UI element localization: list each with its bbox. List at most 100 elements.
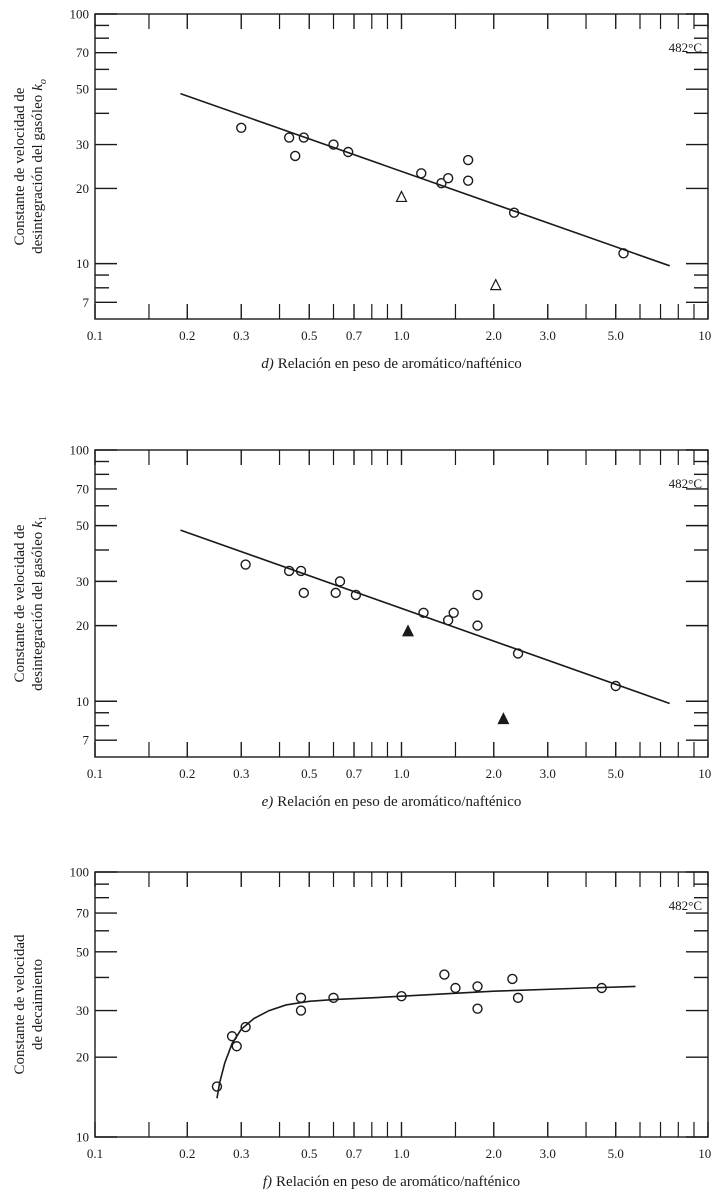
temperature-annotation: 482°C [669,40,702,55]
x-tick-label: 2.0 [486,328,502,343]
x-tick-label: 100 [698,1146,711,1161]
x-tick-label: 1.0 [393,766,409,781]
y-tick-label: 50 [76,944,89,959]
rate-constant-symbol: k [30,84,46,91]
rate-constant-symbol: k [30,521,46,528]
x-tick-label: 100 [698,766,711,781]
panel-letter: e) [262,794,274,810]
x-tick-label: 1.0 [393,328,409,343]
temperature-annotation: 482°C [669,898,702,913]
data-point-circle [290,150,301,162]
y-tick-label: 20 [76,181,89,196]
x-tick-label: 0.5 [301,328,317,343]
x-tick-label: 0.5 [301,1146,317,1161]
data-point-circle [472,620,483,631]
data-point-circle [334,576,346,587]
y-tick-label: 10 [76,256,89,271]
panel-letter: d) [261,356,274,372]
x-tick-label: 3.0 [540,328,556,343]
chart-panel-2: 0.1 0.2 0.3 0.5 0.7 1.0 2.0 3.0 5.0 100 10 20 30 50 70… [12,865,711,1191]
chart-panel-1: 0.1 0.2 0.3 0.5 0.7 1.0 2.0 3.0 5.0 100 7 10 20 30 50 7… [12,443,711,811]
y-axis-label-line1: Constante de velocidad [12,934,28,1074]
y-axis-label-line2: desintegración del gasóleo k1 [30,516,49,691]
data-point-circle [330,587,341,599]
panel-letter: f) [263,1174,272,1190]
data-point-circle [448,607,459,618]
x-tick-label: 0.2 [179,328,195,343]
data-point-circle [462,154,474,166]
x-tick-label: 0.1 [87,328,103,343]
data-point-circle [236,122,247,134]
y-axis-label-line2: de decaimiento [30,959,46,1050]
y-tick-label: 20 [76,618,89,633]
x-tick-label: 0.3 [233,766,249,781]
x-tick-label: 0.5 [301,766,317,781]
data-point-circle [295,1005,307,1016]
data-point-circle [472,981,483,992]
y-tick-label: 20 [76,1050,89,1065]
data-point-circle [295,992,307,1004]
data-point-circle [231,1041,242,1052]
x-tick-label: 5.0 [608,1146,624,1161]
x-tick-label: 100 [698,328,711,343]
x-tick-label: 0.2 [179,1146,195,1161]
y-tick-label: 100 [70,865,90,880]
fit-line [180,92,670,267]
y-tick-label: 10 [76,694,89,709]
x-tick-label: 0.1 [87,766,103,781]
data-point-triangle [395,190,408,203]
x-tick-label: 3.0 [540,1146,556,1161]
y-tick-label: 30 [76,137,89,152]
y-tick-label: 70 [76,906,89,921]
y-axis-label: Constante de velocidad de desintegración … [12,516,49,691]
y-tick-label: 30 [76,574,89,589]
data-point-circle [298,587,310,599]
chart-panel-0: 0.1 0.2 0.3 0.5 0.7 1.0 2.0 3.0 5.0 100 7 10 20 30 50 7… [12,7,711,373]
y-axis-label: Constante de velocidad de decaimiento [12,934,46,1074]
y-axis-label-line2: desintegración del gasóleo ko [30,79,49,254]
x-tick-label: 3.0 [540,766,556,781]
y-axis-label-line2-text: desintegración del gasóleo [30,532,46,691]
x-axis-label-text: Relación en peso de aromático/nafténico [276,1174,520,1190]
plot-frame [94,449,709,758]
x-tick-label: 0.3 [233,328,249,343]
x-tick-label: 2.0 [486,1146,502,1161]
x-tick-label: 5.0 [608,766,624,781]
data-point-triangle [489,278,502,291]
fit-line [180,529,670,705]
data-point-circle [507,973,518,985]
y-axis-label: Constante de velocidad de desintegración … [12,79,49,254]
x-tick-label: 0.7 [346,328,363,343]
plot-frame [94,13,709,320]
data-point-circle [462,175,474,186]
y-tick-label: 50 [76,518,89,533]
x-tick-label: 2.0 [486,766,502,781]
data-point-triangle [402,624,414,637]
y-tick-label: 100 [70,7,90,22]
data-point-circle [240,559,251,570]
y-tick-label: 70 [76,481,89,496]
temperature-annotation: 482°C [669,476,702,491]
data-point-circle [472,589,483,601]
x-axis-label: e) Relación en peso de aromático/nafténic… [262,794,522,810]
data-point-circle [283,132,295,143]
data-point-circle [512,992,524,1004]
data-point-triangle [497,712,510,725]
x-axis-label-text: Relación en peso de aromático/nafténico [277,794,521,810]
y-tick-label: 7 [83,295,90,310]
y-axis-label-line1: Constante de velocidad de [12,87,28,245]
data-point-circle [472,1003,483,1014]
x-tick-label: 0.1 [87,1146,103,1161]
x-tick-label: 0.7 [346,766,363,781]
plot-frame [94,871,709,1138]
data-point-circle [439,969,450,980]
y-tick-label: 100 [70,443,90,458]
y-axis-label-line2-text: desintegración del gasóleo [30,95,46,254]
x-tick-label: 0.3 [233,1146,249,1161]
data-point-circle [442,172,454,184]
y-tick-label: 30 [76,1003,89,1018]
y-axis-label-line2-text: de decaimiento [30,959,46,1050]
x-tick-label: 5.0 [608,328,624,343]
rate-constant-subscript: o [38,79,49,84]
